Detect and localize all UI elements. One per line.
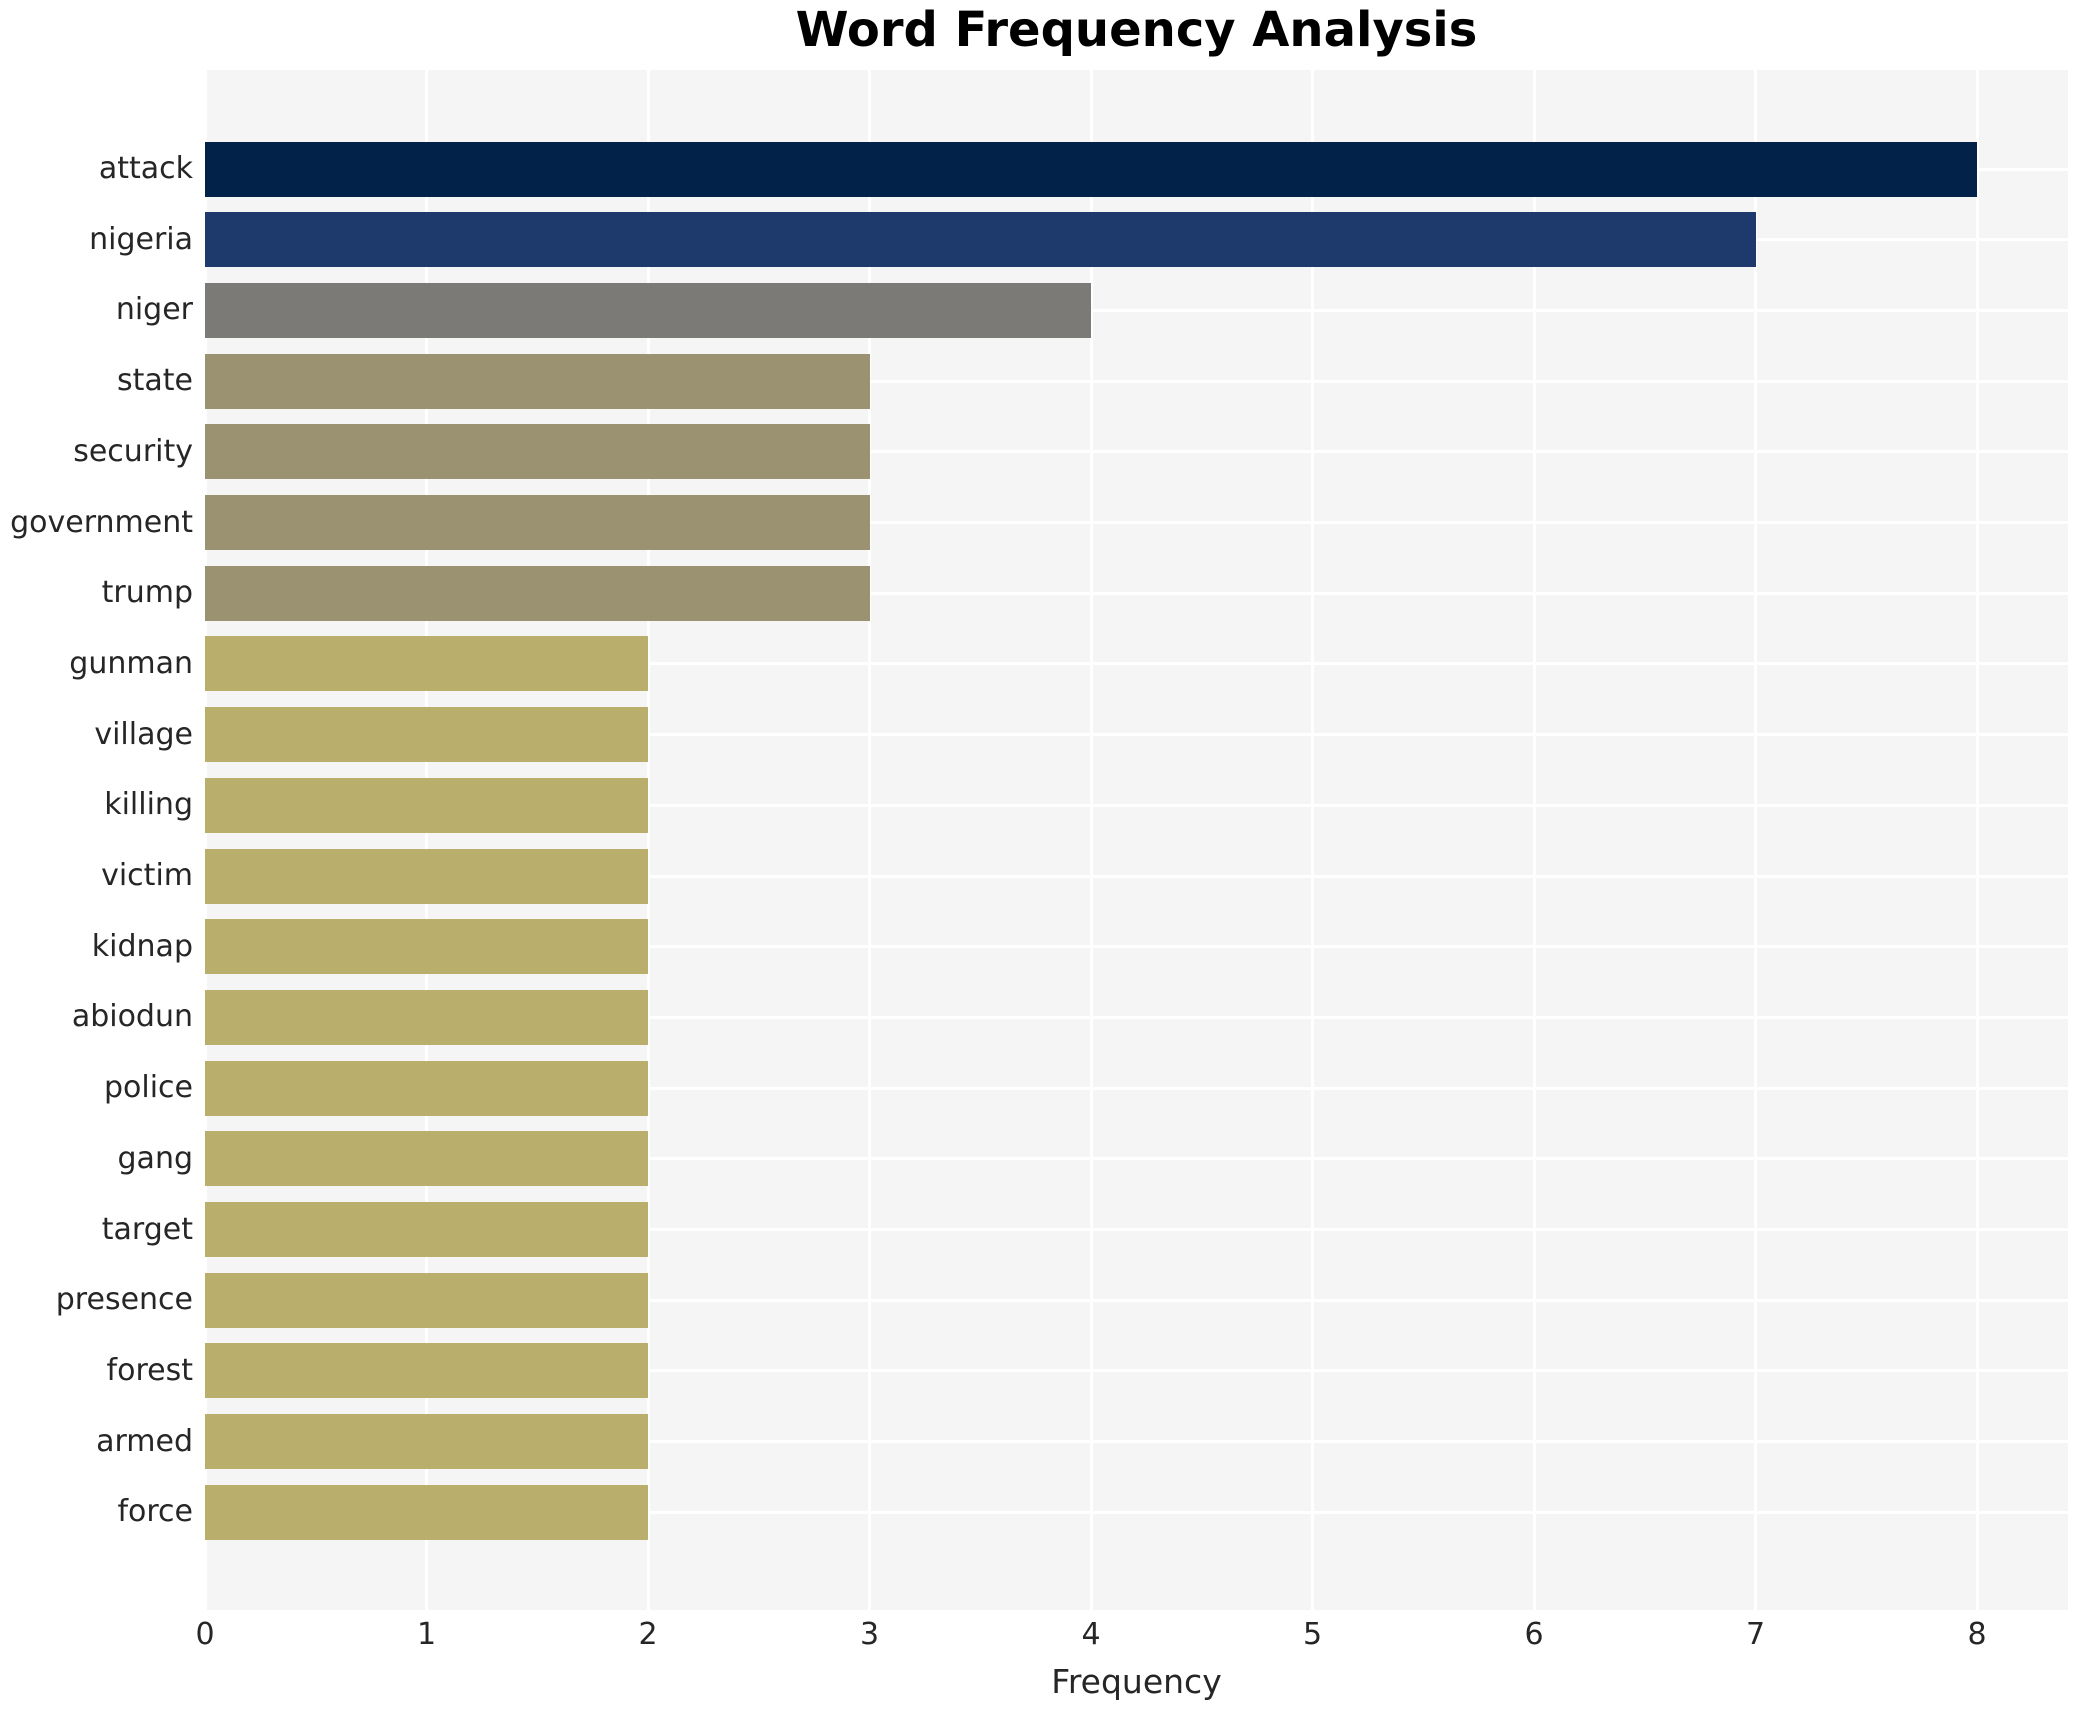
gridline-y-village <box>205 733 2068 737</box>
gridline-x-4 <box>1089 70 1093 1610</box>
gridline-y-security <box>205 450 2068 454</box>
y-tick-label-state: state <box>117 363 193 399</box>
x-tick-label-4: 4 <box>1081 1617 1101 1652</box>
bar-armed <box>205 1414 648 1470</box>
bar-presence <box>205 1272 648 1328</box>
bar-target <box>205 1202 648 1257</box>
y-tick-label-security: security <box>73 433 193 469</box>
gridline-y-gang <box>205 1157 2068 1161</box>
gridline-y-armed <box>205 1440 2068 1444</box>
bar-niger <box>205 282 1091 338</box>
bar-gang <box>205 1131 648 1187</box>
y-tick-label-armed: armed <box>96 1423 193 1459</box>
gridline-x-8 <box>1975 70 1979 1610</box>
y-tick-label-presence: presence <box>55 1282 193 1318</box>
bar-attack <box>205 141 1977 197</box>
gridline-y-niger <box>205 308 2068 312</box>
gridline-x-1 <box>425 70 428 1610</box>
gridline-y-government <box>205 521 2068 524</box>
gridline-x-0 <box>203 70 207 1610</box>
y-tick-label-trump: trump <box>101 575 193 611</box>
gridline-x-6 <box>1532 70 1536 1610</box>
gridline-x-7 <box>1754 70 1757 1610</box>
chart-title: Word Frequency Analysis <box>795 2 1478 58</box>
y-tick-label-village: village <box>94 716 193 752</box>
gridline-y-presence <box>205 1298 2068 1302</box>
y-tick-label-police: police <box>103 1070 193 1106</box>
bar-victim <box>205 848 648 904</box>
x-axis: 0 1 2 3 4 5 6 7 8 <box>0 1616 2085 1656</box>
bar-kidnap <box>205 919 648 975</box>
bar-nigeria <box>205 212 1756 268</box>
y-tick-label-gang: gang <box>117 1140 193 1176</box>
bar-trump <box>205 565 870 621</box>
x-tick-label-3: 3 <box>859 1617 880 1652</box>
y-tick-label-gunman: gunman <box>69 645 193 681</box>
bar-abiodun <box>205 989 648 1045</box>
gridline-y-kidnap <box>205 945 2068 949</box>
x-tick-label-2: 2 <box>638 1617 658 1652</box>
bar-police <box>205 1060 648 1116</box>
x-tick-label-6: 6 <box>1524 1617 1544 1652</box>
bar-government <box>205 495 870 550</box>
bar-forest <box>205 1343 648 1399</box>
y-tick-label-force: force <box>117 1494 193 1530</box>
gridline-x-2 <box>646 70 650 1610</box>
gridline-y-state <box>205 379 2068 383</box>
gridline-x-3 <box>868 70 871 1610</box>
y-tick-label-attack: attack <box>98 151 193 186</box>
y-tick-label-killing: killing <box>104 787 193 823</box>
y-tick-label-victim: victim <box>101 858 193 893</box>
y-tick-label-abiodun: abiodun <box>71 999 193 1035</box>
x-axis-title: Frequency <box>1051 1662 1222 1701</box>
bar-village <box>205 707 648 763</box>
plot-area <box>203 70 2068 1610</box>
x-tick-label-1: 1 <box>416 1617 437 1652</box>
y-tick-label-government: government <box>10 504 193 540</box>
gridline-y-victim <box>205 874 2068 878</box>
gridline-y-killing <box>205 803 2068 807</box>
bar-gunman <box>205 636 648 692</box>
y-axis: attack nigeria niger state security governmen… <box>0 0 193 1710</box>
x-tick-label-7: 7 <box>1745 1617 1766 1652</box>
gridline-y-forest <box>205 1369 2068 1373</box>
y-tick-label-target: target <box>101 1211 193 1247</box>
bar-state <box>205 353 870 409</box>
gridline-y-police <box>205 1086 2068 1090</box>
gridline-x-5 <box>1311 70 1314 1610</box>
gridline-y-gunman <box>205 662 2068 666</box>
gridline-y-trump <box>205 591 2068 595</box>
bar-security <box>205 424 870 480</box>
x-tick-label-0: 0 <box>195 1617 215 1652</box>
x-tick-label-5: 5 <box>1302 1617 1323 1652</box>
gridline-y-abiodun <box>205 1015 2068 1019</box>
bar-force <box>205 1484 648 1540</box>
y-tick-label-forest: forest <box>106 1352 193 1388</box>
gridline-y-target <box>205 1228 2068 1231</box>
x-tick-label-8: 8 <box>1967 1617 1987 1652</box>
y-tick-label-kidnap: kidnap <box>91 928 193 964</box>
y-tick-label-niger: niger <box>115 292 193 328</box>
gridline-y-force <box>205 1510 2068 1514</box>
bar-killing <box>205 777 648 833</box>
y-tick-label-nigeria: nigeria <box>89 221 193 257</box>
